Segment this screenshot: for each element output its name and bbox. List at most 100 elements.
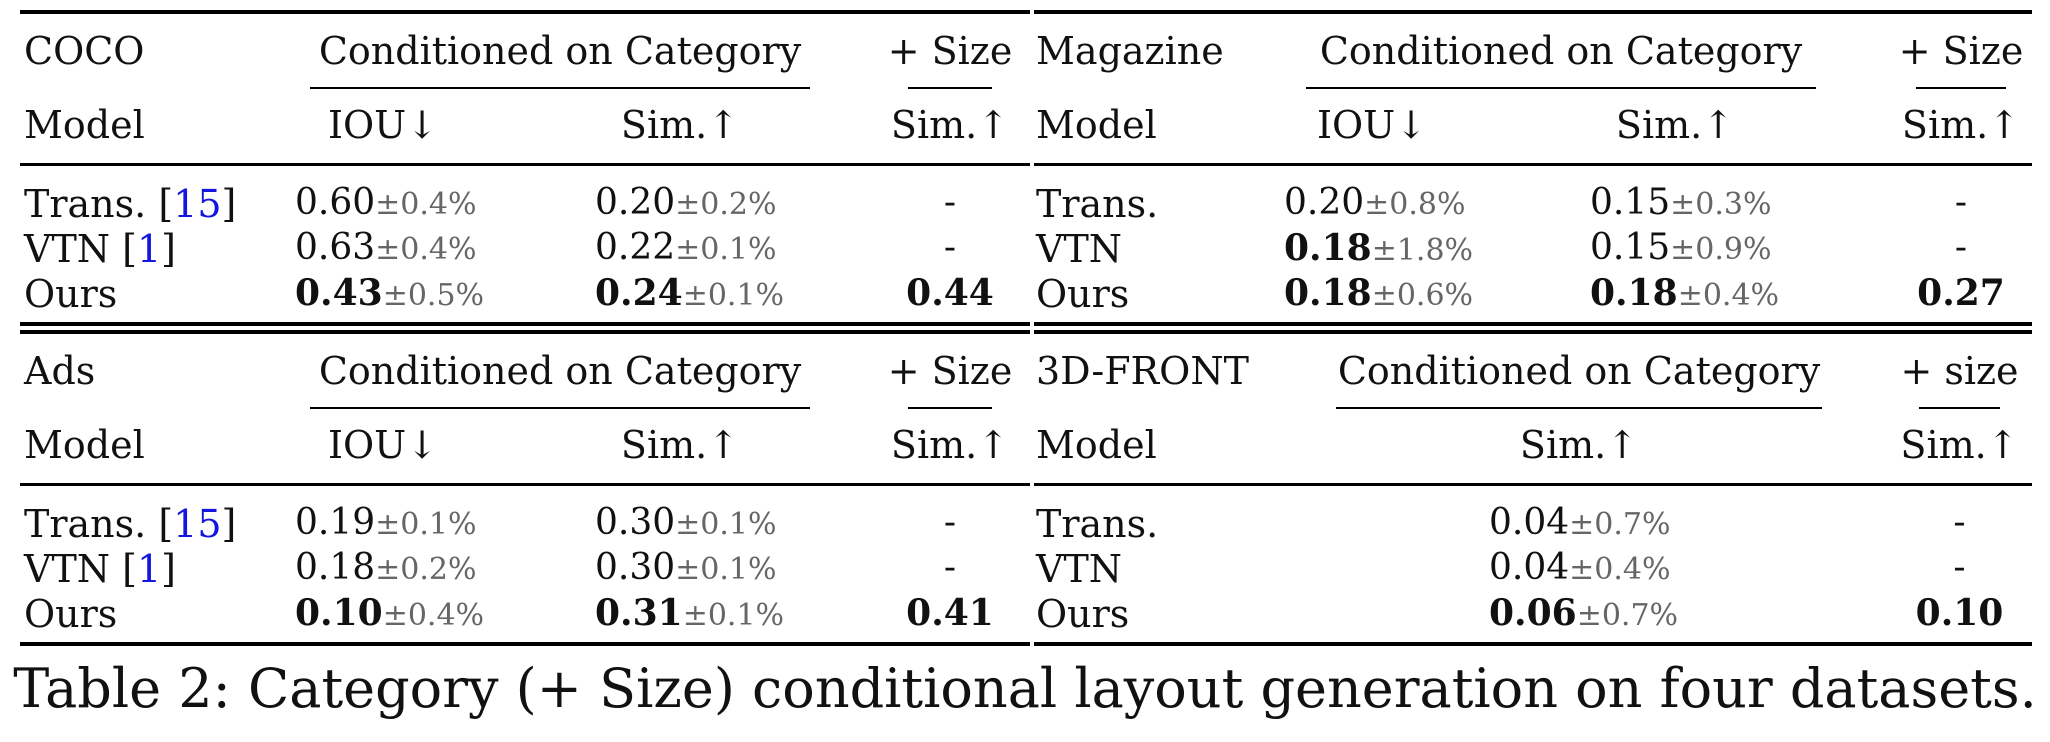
size-value: 0.44 xyxy=(906,272,994,314)
size-metric-header: Sim.↑ xyxy=(890,103,1010,147)
mid-rule xyxy=(1034,483,2032,486)
model-header: Model xyxy=(1036,423,1157,467)
mid-rule xyxy=(20,483,1030,486)
std-value: ±0.1% xyxy=(375,507,477,542)
top-rule xyxy=(20,10,1030,14)
table-row-model: Trans. [15] xyxy=(24,185,236,223)
std-value: ±0.4% xyxy=(375,232,477,267)
size-value: - xyxy=(1954,182,1968,223)
citation-close: ] xyxy=(161,547,176,591)
table-row-model: Ours xyxy=(1036,275,1129,313)
std-value: ±0.3% xyxy=(1670,187,1772,222)
value: 0.04 xyxy=(1489,547,1570,588)
value-cell: 0.43±0.5% xyxy=(295,275,484,312)
size-value: - xyxy=(1954,227,1968,268)
group-cmidrule xyxy=(310,87,810,89)
table-row-model: VTN [1] xyxy=(24,550,176,588)
size-metric-header: Sim.↑ xyxy=(890,423,1010,467)
value: 0.31 xyxy=(595,592,683,634)
model-name: Ours xyxy=(1036,272,1130,316)
std-value: ±0.7% xyxy=(1576,598,1679,633)
table-row-model: Ours xyxy=(1036,595,1129,633)
citation-open: [ xyxy=(110,547,137,591)
value: 0.24 xyxy=(595,272,683,314)
model-name: Ours xyxy=(24,592,118,636)
table-row-model: Trans. xyxy=(1036,185,1158,223)
value-cell: 0.18±1.8% xyxy=(1284,230,1473,267)
size-value: - xyxy=(943,502,957,543)
size-value: - xyxy=(943,547,957,588)
std-value: ±0.1% xyxy=(675,232,777,267)
size-header: + Size xyxy=(887,29,1013,73)
group-cmidrule xyxy=(1306,87,1816,89)
value-cell: 0.15±0.9% xyxy=(1590,230,1772,266)
bottom-rule xyxy=(1034,642,2032,646)
size-cmidrule xyxy=(1916,87,2006,89)
value-cell: 0.30±0.1% xyxy=(595,550,777,586)
std-value: ±0.4% xyxy=(382,598,485,633)
citation-open: [ xyxy=(146,502,174,546)
bottom-rule xyxy=(20,322,1030,326)
model-header: Model xyxy=(24,103,145,147)
value-cell: 0.15±0.3% xyxy=(1590,185,1772,221)
std-value: ±0.2% xyxy=(375,552,477,587)
citation-close: ] xyxy=(161,227,176,271)
value-cell: 0.18±0.4% xyxy=(1590,275,1779,312)
std-value: ±1.8% xyxy=(1371,233,1474,268)
size-value: 0.27 xyxy=(1917,272,2005,314)
std-value: ±0.7% xyxy=(1569,507,1671,542)
value-cell: 0.63±0.4% xyxy=(295,230,477,266)
table-panel: Magazine Conditioned on Category + Size Mod… xyxy=(1034,10,2032,330)
table-panel: 3D-FRONT Conditioned on Category + size Mod… xyxy=(1034,330,2032,650)
metric-header: Sim.↑ xyxy=(1519,423,1639,467)
table-row-model: VTN xyxy=(1036,550,1122,588)
dataset-name: Magazine xyxy=(1036,29,1224,73)
size-header: + Size xyxy=(1898,29,2024,73)
model-name: Ours xyxy=(24,272,118,316)
value: 0.30 xyxy=(595,547,676,588)
group-cmidrule xyxy=(1336,407,1822,409)
size-value: - xyxy=(1953,547,1966,588)
model-name: Ours xyxy=(1036,592,1130,636)
model-name: VTN xyxy=(24,227,111,271)
value: 0.18 xyxy=(1590,272,1678,314)
size-cmidrule xyxy=(908,87,992,89)
dataset-name: COCO xyxy=(24,29,145,73)
table-row-model: Trans. xyxy=(1036,505,1158,543)
table-row-model: VTN xyxy=(1036,230,1122,268)
group-header: Conditioned on Category xyxy=(1337,349,1821,393)
std-value: ±0.1% xyxy=(675,507,777,542)
value: 0.15 xyxy=(1590,227,1671,268)
table-panel: Ads Conditioned on Category + Size Model IOU… xyxy=(20,330,1030,650)
size-value: - xyxy=(1953,502,1966,543)
metric-header: IOU↓ xyxy=(327,103,439,147)
value: 0.30 xyxy=(595,502,676,543)
model-header: Model xyxy=(1036,103,1157,147)
value-cell: 0.30±0.1% xyxy=(595,505,777,541)
value-cell: 0.18±0.6% xyxy=(1284,275,1473,312)
value: 0.60 xyxy=(295,182,376,223)
citation-ref: 1 xyxy=(136,547,162,591)
metric-header: Sim.↑ xyxy=(620,423,740,467)
std-value: ±0.2% xyxy=(675,187,777,222)
mid-rule xyxy=(1034,163,2032,166)
value-cell: 0.31±0.1% xyxy=(595,595,784,632)
value-cell: 0.06±0.7% xyxy=(1489,595,1678,632)
citation-open: [ xyxy=(110,227,137,271)
value: 0.19 xyxy=(295,502,376,543)
value: 0.43 xyxy=(295,272,383,314)
table-row-model: Ours xyxy=(24,275,117,313)
model-header: Model xyxy=(24,423,145,467)
top-rule xyxy=(20,330,1030,334)
std-value: ±0.5% xyxy=(382,278,485,313)
citation-ref: 1 xyxy=(136,227,162,271)
value: 0.18 xyxy=(295,547,376,588)
value: 0.63 xyxy=(295,227,376,268)
metric-header: IOU↓ xyxy=(1316,103,1428,147)
value: 0.22 xyxy=(595,227,676,268)
size-value: - xyxy=(943,182,957,223)
dataset-name: 3D-FRONT xyxy=(1036,349,1249,393)
value: 0.20 xyxy=(595,182,676,223)
std-value: ±0.1% xyxy=(675,552,777,587)
size-header: + Size xyxy=(887,349,1013,393)
